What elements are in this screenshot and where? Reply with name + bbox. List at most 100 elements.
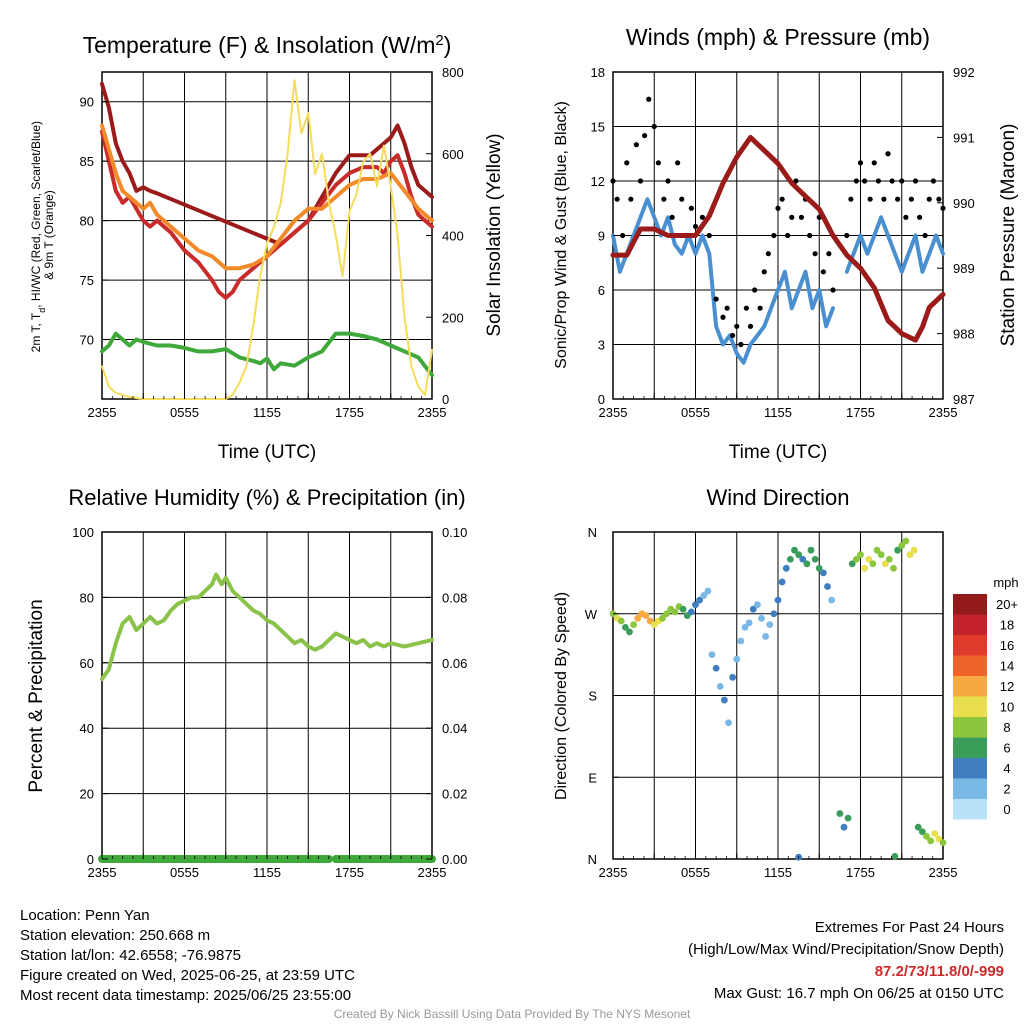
- sustained-wind-line: [611, 197, 835, 365]
- gust-point: [793, 178, 799, 184]
- direction-point: [774, 596, 782, 604]
- direction-point: [704, 587, 712, 595]
- legend-swatch: [953, 778, 987, 799]
- direction-point: [642, 612, 650, 619]
- direction-point: [836, 810, 844, 817]
- direction-point: [737, 637, 745, 645]
- wind-direction-points: [609, 537, 947, 861]
- temperature-x-ticks: 2355 0555 1155 1755 2355: [88, 393, 447, 420]
- gust-point: [720, 314, 726, 320]
- direction-point: [931, 830, 939, 837]
- max-gust-text: Max Gust: 16.7 mph On 06/25 at 0150 UTC: [713, 985, 1004, 1002]
- gust-point: [628, 196, 634, 202]
- humidity-ylabel: Percent & Precipitation: [26, 599, 47, 792]
- direction-point: [720, 696, 728, 704]
- recent-data-text: Most recent data timestamp: 2025/06/25 2…: [20, 987, 352, 1004]
- winds-ylabel: Sonic/Prop Wind & Gust (Blue, Black): [553, 101, 570, 369]
- y-tick-label: 90: [80, 95, 94, 110]
- legend-label: 12: [1000, 679, 1014, 694]
- direction-point: [733, 655, 741, 663]
- gust-point: [812, 251, 818, 257]
- speed-colorbar-legend: mph 20+ 18 16 14 12 10 8 6 4 2 0: [953, 575, 1019, 820]
- y-tick-label: N: [588, 852, 597, 867]
- y-tick-label: 0: [442, 392, 449, 407]
- gust-point: [930, 178, 936, 184]
- extremes-title: Extremes For Past 24 Hours: [814, 919, 1004, 936]
- temperature-panel: Temperature (F) & Insolation (W/m2) 70 75…: [29, 32, 505, 464]
- direction-point: [881, 560, 889, 568]
- gust-point: [655, 160, 661, 166]
- direction-point: [906, 551, 914, 559]
- x-tick-label: 2355: [929, 865, 958, 880]
- temperature-grid: [102, 72, 432, 399]
- gust-point: [633, 142, 639, 148]
- gust-point: [848, 196, 854, 202]
- y-tick-label: 992: [953, 65, 975, 80]
- y-tick-label: 80: [80, 214, 94, 229]
- direction-point: [914, 823, 922, 831]
- x-tick-label: 0555: [681, 865, 710, 880]
- y-tick-label: 6: [598, 283, 605, 298]
- direction-point: [844, 814, 852, 822]
- y-tick-label: 0: [598, 392, 605, 407]
- y-tick-label: 80: [80, 590, 94, 605]
- temperature-line: [100, 129, 434, 300]
- direction-point: [687, 608, 695, 616]
- y-tick-label: N: [588, 525, 597, 540]
- y-tick-label: 15: [591, 120, 605, 135]
- gust-point: [743, 305, 749, 311]
- x-tick-label: 2355: [929, 405, 958, 420]
- wind-direction-grid: [613, 532, 943, 859]
- gust-point: [895, 196, 901, 202]
- y-tick-label: 0.08: [442, 590, 467, 605]
- extremes-values: 87.2/73/11.8/0/-999: [874, 963, 1004, 980]
- gust-point: [922, 232, 928, 239]
- direction-point: [857, 551, 864, 559]
- x-tick-label: 2355: [88, 865, 117, 880]
- direction-point: [885, 555, 893, 563]
- gust-point: [706, 232, 712, 239]
- x-tick-label: 1755: [335, 405, 364, 420]
- direction-point: [811, 555, 819, 563]
- y-tick-label: 991: [953, 130, 975, 145]
- gust-point: [692, 223, 699, 230]
- gust-point: [903, 214, 909, 220]
- x-tick-label: 0555: [170, 865, 199, 880]
- direction-point: [840, 823, 848, 831]
- direction-point: [700, 592, 708, 599]
- direction-point: [659, 614, 666, 622]
- legend-label: 16: [1000, 638, 1014, 653]
- direction-point: [795, 551, 803, 559]
- direction-point: [745, 619, 753, 627]
- y-tick-label: 85: [80, 154, 94, 169]
- gust-point: [862, 178, 868, 184]
- y-tick-label: 989: [953, 261, 975, 276]
- direction-point: [716, 683, 724, 690]
- gust-point: [757, 305, 763, 311]
- y-tick-label: W: [585, 607, 598, 622]
- direction-point: [621, 623, 629, 631]
- y-tick-label: 200: [442, 310, 464, 325]
- legend-swatch: [953, 696, 987, 717]
- wind-direction-title: Wind Direction: [706, 485, 849, 510]
- y-tick-label: E: [588, 770, 597, 785]
- x-tick-label: 1755: [846, 865, 875, 880]
- direction-point: [861, 564, 869, 572]
- gust-point: [624, 160, 630, 166]
- direction-point: [770, 610, 778, 618]
- legend-title: mph: [993, 575, 1018, 590]
- legend-swatch: [953, 614, 987, 635]
- direction-point: [824, 583, 831, 590]
- elevation-text: Station elevation: 250.668 m: [20, 927, 211, 944]
- gust-point: [889, 178, 895, 184]
- wind-direction-ylabel: Direction (Colored By Speed): [553, 592, 570, 800]
- y-tick-label: 0.00: [442, 852, 467, 867]
- x-tick-label: 2355: [418, 405, 447, 420]
- x-tick-label: 0555: [681, 405, 710, 420]
- gust-point: [761, 269, 767, 275]
- gust-point: [875, 178, 881, 184]
- direction-point: [778, 578, 786, 586]
- direction-point: [663, 610, 671, 618]
- direction-point: [799, 555, 807, 563]
- direction-point: [692, 601, 699, 609]
